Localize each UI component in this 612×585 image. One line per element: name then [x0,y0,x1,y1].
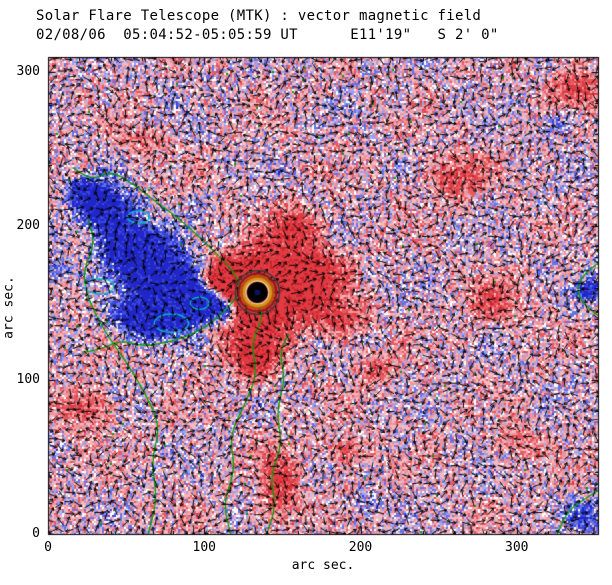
y-tick-label: 200 [16,218,40,234]
x-tick-label: 0 [44,540,52,555]
y-tick-label: 100 [16,372,40,388]
x-tick-label: 300 [505,540,529,555]
x-tick-label: 100 [192,540,216,555]
y-tick-label: 300 [16,64,40,80]
x-tick-label: 200 [348,540,373,555]
figure-subtitle: 02/08/06 05:04:52-05:05:59 UT E11'19" S … [36,27,499,43]
y-tick-label: 0 [32,526,40,541]
y-axis-label: arc sec. [1,276,17,339]
x-axis-label: arc sec. [291,558,355,573]
figure-title: Solar Flare Telescope (MTK) : vector mag… [36,8,482,24]
